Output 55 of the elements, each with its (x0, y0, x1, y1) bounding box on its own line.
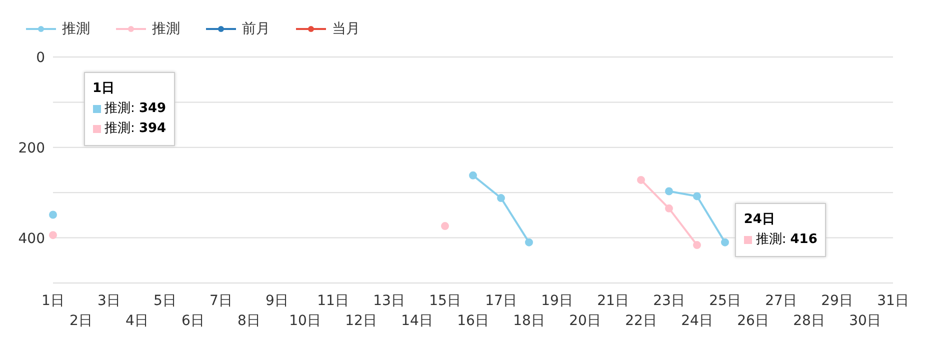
annotation: 推測: 416 (756, 231, 818, 249)
x-tick-label: 26日 (737, 313, 769, 329)
legend-label: 前月 (242, 20, 270, 38)
point (525, 238, 533, 246)
annotation: 24日 (744, 211, 776, 229)
legend-label: 推測 (152, 20, 180, 38)
annotation: 推測: 394 (104, 120, 166, 138)
x-tick-label: 5日 (154, 293, 176, 309)
x-tick-label: 6日 (182, 313, 204, 329)
point (693, 241, 701, 250)
point (721, 238, 729, 246)
annotation: 1日 (92, 80, 116, 98)
x-tick-label: 24日 (681, 313, 713, 329)
x-tick-label: 21日 (597, 293, 629, 309)
y-tick-label: 0 (36, 50, 45, 66)
x-tick-label: 15日 (429, 293, 461, 309)
x-tick-label: 8日 (238, 313, 260, 329)
x-tick-label: 17日 (485, 293, 517, 309)
x-tick-label: 29日 (821, 293, 853, 309)
x-tick-label: 16日 (457, 313, 489, 329)
x-tick-label: 22日 (625, 313, 657, 329)
y-tick-label: 200 (18, 140, 45, 156)
x-tick-label: 20日 (569, 313, 601, 329)
annotation: 推測: 349 (104, 100, 166, 118)
point (497, 194, 505, 202)
legend-label: 当月 (332, 20, 360, 38)
x-tick-label: 10日 (289, 313, 321, 329)
x-tick-label: 25日 (709, 293, 741, 309)
point (693, 192, 701, 200)
point (49, 210, 57, 219)
x-tick-label: 23日 (653, 293, 685, 309)
x-tick-label: 31日 (877, 293, 909, 309)
point (469, 171, 477, 180)
x-tick-label: 30日 (849, 313, 881, 329)
x-tick-label: 12日 (345, 313, 377, 329)
point (665, 187, 673, 196)
x-tick-label: 13日 (373, 293, 405, 309)
point (441, 222, 449, 230)
x-tick-label: 11日 (317, 293, 349, 309)
x-tick-label: 1日 (42, 293, 64, 309)
point (49, 231, 57, 240)
x-tick-label: 7日 (210, 293, 232, 309)
x-tick-label: 4日 (126, 313, 148, 329)
x-tick-label: 18日 (513, 313, 545, 329)
x-tick-label: 14日 (401, 313, 433, 329)
y-tick-label: 400 (18, 230, 45, 247)
x-tick-label: 9日 (266, 293, 288, 309)
x-tick-label: 3日 (98, 293, 120, 309)
x-tick-label: 27日 (765, 293, 797, 309)
point (637, 176, 645, 184)
x-tick-label: 19日 (541, 293, 573, 309)
x-tick-label: 28日 (793, 313, 825, 329)
legend-label: 推測 (62, 20, 90, 38)
x-tick-label: 2日 (70, 313, 92, 329)
point (665, 204, 673, 212)
